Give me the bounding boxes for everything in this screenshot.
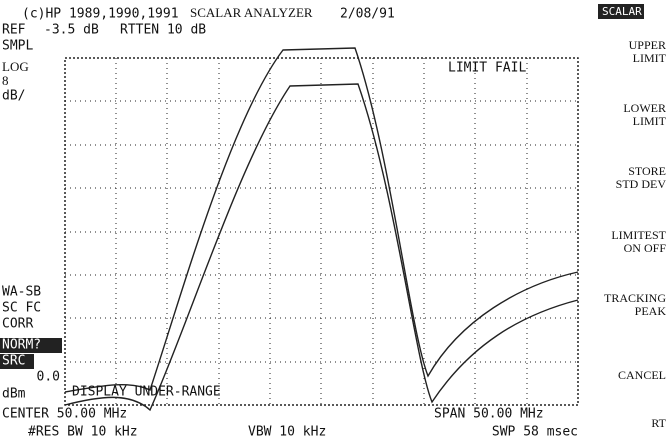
vbw: VBW 10 kHz — [248, 425, 326, 440]
softkey-label[interactable]: PEAK — [635, 304, 667, 318]
left-label: SMPL — [2, 39, 33, 54]
softkey-label[interactable]: STD DEV — [616, 177, 667, 191]
ref-value: -3.5 dB — [44, 23, 99, 38]
softkey-label[interactable]: STORE — [628, 164, 666, 178]
res-bw: #RES BW 10 kHz — [28, 425, 138, 440]
left-label: dB/ — [2, 89, 25, 104]
left-label: 0.0 — [37, 370, 60, 385]
softkey-label[interactable]: TRACKING — [604, 291, 666, 305]
date: 2/08/91 — [340, 7, 395, 22]
copyright: (c)HP 1989,1990,1991 — [22, 7, 179, 22]
left-label: NORM? — [2, 338, 41, 353]
ref-label: REF — [2, 23, 26, 38]
softkey-label[interactable]: LIMIT — [633, 51, 667, 65]
softkey-label[interactable]: LOWER — [623, 101, 666, 115]
softkey-label[interactable]: LIMIT — [633, 114, 667, 128]
upper-trace — [64, 47, 579, 393]
src-highlight — [0, 354, 34, 369]
title: SCALAR ANALYZER — [190, 5, 313, 20]
softkey-label[interactable]: RT — [651, 416, 666, 430]
left-label: dBm — [2, 387, 26, 402]
lower-trace — [64, 83, 579, 412]
grid — [65, 58, 578, 405]
under-range: DISPLAY UNDER-RANGE — [72, 385, 221, 400]
softkey-label[interactable]: CANCEL — [618, 368, 666, 382]
softkey-label[interactable]: UPPER — [629, 38, 666, 52]
left-label: LOG — [2, 59, 29, 74]
graticule-border — [64, 57, 579, 406]
atten: RTTEN 10 dB — [120, 23, 206, 38]
span: SPAN 50.00 MHz — [434, 407, 544, 422]
graticule — [64, 47, 579, 412]
limit-fail: LIMIT FAIL — [448, 61, 526, 76]
norm-highlight — [0, 338, 62, 353]
left-label: WA-SB — [2, 285, 41, 300]
left-label: 8 — [2, 73, 9, 88]
menu-highlight — [598, 4, 644, 19]
sweep: SWP 58 msec — [492, 425, 578, 440]
left-label: SRC — [2, 354, 25, 369]
softkey-label[interactable]: LIMITEST — [611, 228, 666, 242]
left-label: SC FC — [2, 301, 41, 316]
menu-title: SCALAR — [602, 5, 642, 18]
left-label: CORR — [2, 317, 33, 332]
center: CENTER 50.00 MHz — [2, 407, 127, 422]
softkey-label[interactable]: ON OFF — [624, 241, 667, 255]
